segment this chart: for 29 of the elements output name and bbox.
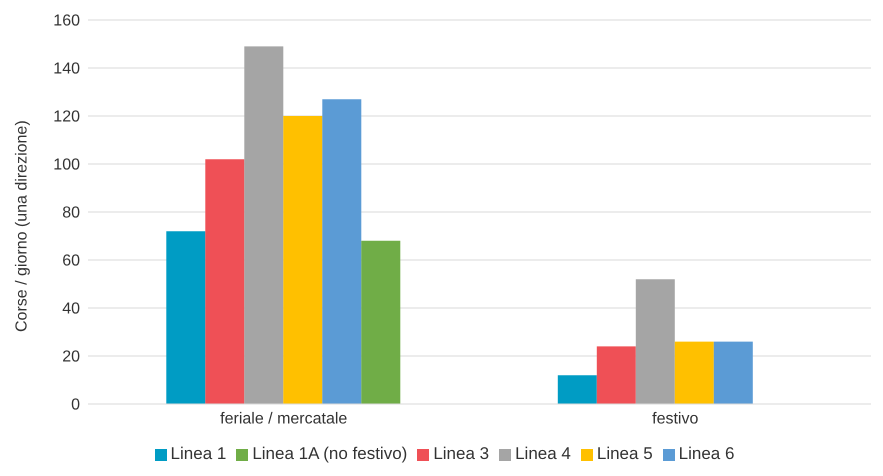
- bar: [596, 346, 636, 404]
- bar: [283, 116, 322, 404]
- bar: [205, 159, 244, 404]
- bar: [674, 342, 714, 404]
- x-tick-label: festivo: [652, 410, 698, 428]
- legend-label: Linea 5: [596, 444, 653, 463]
- bar: [558, 375, 597, 404]
- y-tick-label: 20: [62, 348, 80, 366]
- legend-label: Linea 6: [678, 444, 734, 463]
- y-tick-label: 80: [62, 204, 80, 222]
- bar: [714, 342, 753, 404]
- y-tick-label: 160: [53, 12, 80, 30]
- bar: [636, 279, 675, 404]
- y-tick-label: 60: [62, 252, 80, 270]
- y-tick-label: 0: [71, 396, 80, 414]
- legend-label: Linea 4: [515, 444, 571, 463]
- bar: [322, 99, 362, 404]
- y-axis-title: Corse / giorno (una direzione): [14, 120, 31, 332]
- bar: [244, 46, 284, 404]
- legend-label: Linea 3: [433, 444, 490, 463]
- bar: [166, 231, 206, 404]
- y-tick-label: 140: [53, 60, 80, 78]
- y-tick-label: 40: [62, 300, 80, 318]
- legend-label: Linea 1A (no festivo): [252, 444, 408, 463]
- x-tick-label: feriale / mercatale: [220, 410, 348, 428]
- bar: [361, 240, 400, 404]
- y-tick-label: 120: [53, 108, 80, 126]
- y-tick-label: 100: [53, 156, 80, 174]
- legend-label: Linea 1: [170, 444, 226, 463]
